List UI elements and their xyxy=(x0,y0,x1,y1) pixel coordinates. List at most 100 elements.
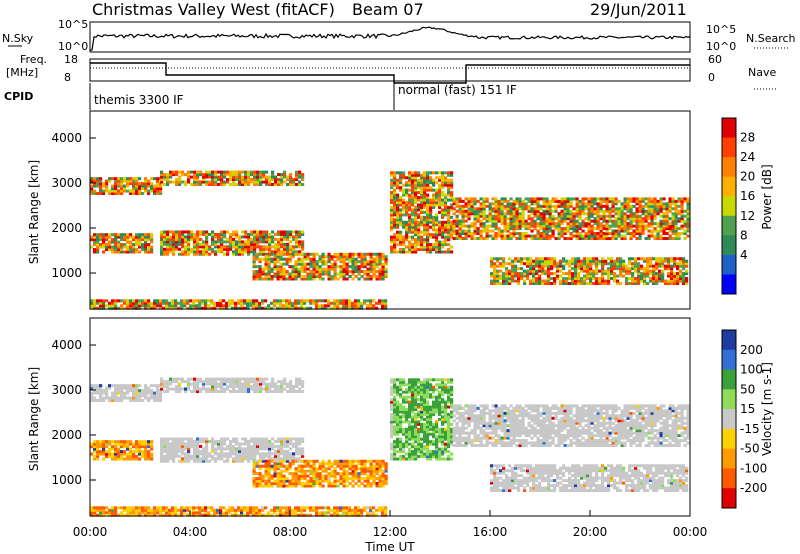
power-cell xyxy=(261,306,265,310)
power-cell xyxy=(551,229,555,233)
power-cell xyxy=(557,202,561,206)
power-cell xyxy=(198,304,202,308)
velocity-cell xyxy=(184,452,188,456)
velocity-cell xyxy=(297,469,301,473)
power-cell xyxy=(562,267,566,271)
power-cell xyxy=(598,259,602,263)
power-cell xyxy=(345,255,349,259)
power-cell xyxy=(541,272,545,276)
velocity-cell xyxy=(333,477,337,481)
velocity-cell xyxy=(289,457,293,461)
power-cell xyxy=(357,272,361,276)
power-cell xyxy=(292,180,296,184)
power-cell xyxy=(150,233,154,237)
velocity-cell xyxy=(205,377,209,381)
power-cell xyxy=(378,260,382,264)
power-cell xyxy=(252,252,256,256)
power-cell xyxy=(441,183,445,187)
power-cell xyxy=(423,230,427,234)
power-cell xyxy=(402,225,406,229)
power-cell xyxy=(658,279,662,283)
power-cell xyxy=(163,242,167,246)
velocity-cell xyxy=(318,474,322,478)
power-cell xyxy=(291,265,295,269)
velocity-cell xyxy=(117,384,121,388)
power-cell xyxy=(536,212,540,216)
power-cell xyxy=(581,237,585,240)
velocity-cell xyxy=(345,484,349,488)
power-cell xyxy=(384,267,388,271)
colorbar-swatch xyxy=(722,254,736,275)
power-cell xyxy=(330,262,334,266)
power-cell xyxy=(650,202,654,206)
power-cell xyxy=(653,209,657,213)
power-cell xyxy=(396,238,400,242)
power-cell xyxy=(635,232,639,236)
power-cell xyxy=(668,217,672,221)
power-cell xyxy=(312,265,316,269)
power-cell xyxy=(235,240,239,244)
power-cell xyxy=(464,202,468,206)
velocity-cell xyxy=(369,474,373,478)
power-cell xyxy=(318,260,322,264)
velocity-cell xyxy=(178,449,182,453)
power-cell xyxy=(500,234,504,238)
power-cell xyxy=(241,183,245,186)
power-cell xyxy=(153,301,157,305)
power-cell xyxy=(572,214,576,218)
power-cell xyxy=(674,212,678,216)
power-cell xyxy=(220,237,224,241)
power-cell xyxy=(166,175,170,179)
power-cell xyxy=(589,274,593,278)
power-cell xyxy=(557,237,561,240)
velocity-cell xyxy=(90,394,94,398)
power-cell xyxy=(261,267,265,271)
power-cell xyxy=(426,233,430,237)
power-cell xyxy=(432,220,436,224)
velocity-cell xyxy=(226,452,230,456)
power-cell xyxy=(333,299,337,303)
power-cell xyxy=(276,260,280,264)
power-cell xyxy=(435,245,439,249)
velocity-cell xyxy=(235,385,239,389)
power-cell xyxy=(369,262,373,266)
power-cell xyxy=(312,260,316,264)
power-cell xyxy=(414,205,418,209)
power-cell xyxy=(303,301,307,305)
power-cell xyxy=(315,265,319,269)
power-cell xyxy=(381,252,385,256)
velocity-cell xyxy=(214,442,218,446)
power-cell xyxy=(235,183,239,186)
velocity-cell xyxy=(279,479,283,483)
power-cell xyxy=(291,255,295,259)
power-cell xyxy=(447,233,451,237)
power-cell xyxy=(587,232,591,236)
velocity-cell xyxy=(178,387,182,391)
power-cell xyxy=(150,250,154,254)
power-cell xyxy=(405,235,409,239)
power-cell xyxy=(321,257,325,261)
power-cell xyxy=(265,170,269,174)
power-cell xyxy=(515,224,519,228)
power-cell xyxy=(542,232,546,236)
power-cell xyxy=(637,272,641,276)
velocity-cell xyxy=(166,380,170,384)
velocity-cell xyxy=(276,467,280,471)
power-cell xyxy=(520,259,524,263)
power-cell xyxy=(256,173,260,177)
power-cell xyxy=(114,184,118,188)
velocity-cell xyxy=(172,452,176,456)
power-cell xyxy=(535,264,539,268)
power-cell xyxy=(458,229,462,233)
power-cell xyxy=(295,170,299,174)
velocity-cell xyxy=(321,464,325,468)
velocity-cell xyxy=(102,389,106,393)
power-cell xyxy=(572,197,576,201)
power-cell xyxy=(490,272,494,276)
power-cell xyxy=(476,212,480,216)
power-cell xyxy=(520,257,524,261)
power-cell xyxy=(214,245,218,249)
power-cell xyxy=(476,232,480,236)
power-cell xyxy=(129,301,133,305)
power-cell xyxy=(366,306,370,310)
